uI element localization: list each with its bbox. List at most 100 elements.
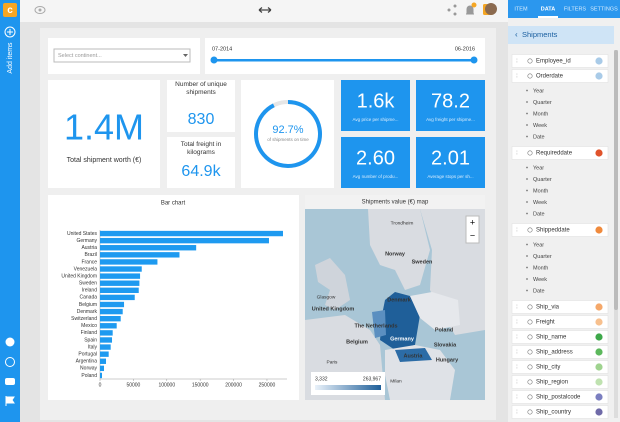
drag-handle: ⁞ [516,409,517,415]
avatar[interactable] [485,3,497,15]
drag-handle: ⁞ [516,150,517,156]
globe-icon[interactable] [5,357,15,367]
tile-value: 1.6k [357,90,396,112]
field-name: Freight [536,320,555,326]
field-row[interactable] [511,146,609,160]
add-icon[interactable] [4,26,16,38]
field-row[interactable] [511,405,609,419]
y-tick-label: Sweden [79,281,97,287]
help-icon[interactable] [5,337,15,347]
level-bullet [526,124,528,126]
logo-glyph: c [7,5,13,16]
add-items[interactable]: Add items [7,42,14,74]
field-color [595,333,603,341]
drag-handle: ⁞ [516,379,517,385]
slider-handle[interactable] [210,56,218,64]
y-tick-label: Italy [88,344,98,350]
panel-tab[interactable]: FILTERS [564,6,587,12]
preview-icon[interactable] [34,6,46,14]
logo[interactable] [3,3,17,17]
zoom-out[interactable]: − [470,230,475,240]
field-name: Requireddate [536,151,573,157]
share-dot [453,12,457,16]
field-level[interactable]: Date [533,211,545,217]
field-icon [527,227,533,233]
field-row[interactable] [511,360,609,374]
x-tick-label: 150000 [192,382,209,388]
bar [100,245,197,251]
map-label: United Kingdom [312,306,355,312]
chat-icon[interactable] [5,378,15,385]
kpi-label: Total freight in kilograms [180,141,222,156]
field-row[interactable] [511,54,609,68]
map-label: Austria [404,353,424,359]
resize-icon[interactable] [258,7,272,13]
drag-handle: ⁞ [516,227,517,233]
panel-tab[interactable]: DATA [541,6,555,12]
field-row[interactable] [511,69,609,83]
panel-tab[interactable]: SETTINGS [590,6,618,12]
y-tick-label: Canada [79,295,97,301]
field-level[interactable]: Week [533,277,547,283]
slider-widget [205,38,485,74]
field-color [595,378,603,386]
bar [100,294,135,301]
kpi-widget [167,137,235,188]
drag-handle: ⁞ [516,58,517,64]
map-label: Paris [327,359,339,365]
field-level[interactable]: Quarter [533,100,552,106]
field-name: Ship_city [536,365,560,371]
flag-icon[interactable] [5,396,15,406]
map-label: Denmark [387,297,411,303]
field-level[interactable]: Month [533,265,548,271]
land [410,292,460,330]
field-row[interactable] [511,375,609,389]
field-level[interactable]: Quarter [533,177,552,183]
field-row[interactable] [511,390,609,404]
back-arrow[interactable]: ‹ [515,30,518,39]
field-level[interactable]: Week [533,123,547,129]
field-level[interactable]: Month [533,188,548,194]
drag-handle: ⁞ [516,349,517,355]
drag-handle: ⁞ [516,73,517,79]
field-level[interactable]: Date [533,134,545,140]
tab-underline [538,16,558,18]
field-level[interactable]: Date [533,288,545,294]
bar [100,308,123,315]
field-level[interactable]: Week [533,200,547,206]
field-level[interactable]: Month [533,111,548,117]
x-tick-label: 250000 [259,382,276,388]
field-color [595,303,603,311]
field-color [595,226,603,234]
dropdown[interactable] [53,48,191,63]
map-label: The Netherlands [354,323,397,329]
field-level[interactable]: Year [533,165,544,171]
field-row[interactable] [511,300,609,314]
tile-label: Avg freight per shipme... [426,117,475,122]
scroll-thumb[interactable] [614,50,618,310]
tile-value: 78.2 [431,90,470,112]
field-row[interactable] [511,330,609,344]
kpi-tile [416,80,485,131]
land [315,258,350,310]
bar [100,230,283,237]
bar [100,237,269,244]
bell-icon[interactable] [466,5,474,15]
field-row[interactable] [511,345,609,359]
field-level[interactable]: Quarter [533,254,552,260]
panel-tab[interactable]: ITEM [514,6,528,12]
level-bullet [526,135,528,138]
field-level[interactable]: Year [533,88,544,94]
field-row[interactable] [511,223,609,237]
y-tick-label: Brazil [84,252,97,258]
field-row[interactable] [511,315,609,329]
field-color [595,72,603,80]
slider-handle[interactable] [470,56,478,64]
top-bar [20,0,508,22]
share-icon[interactable] [447,8,451,12]
map-label: Poland [435,327,453,333]
field-level[interactable]: Year [533,242,544,248]
tile-label: Avg price per shipme... [353,117,399,122]
zoom-in[interactable]: + [470,217,475,227]
map-label: Hungary [436,357,459,363]
